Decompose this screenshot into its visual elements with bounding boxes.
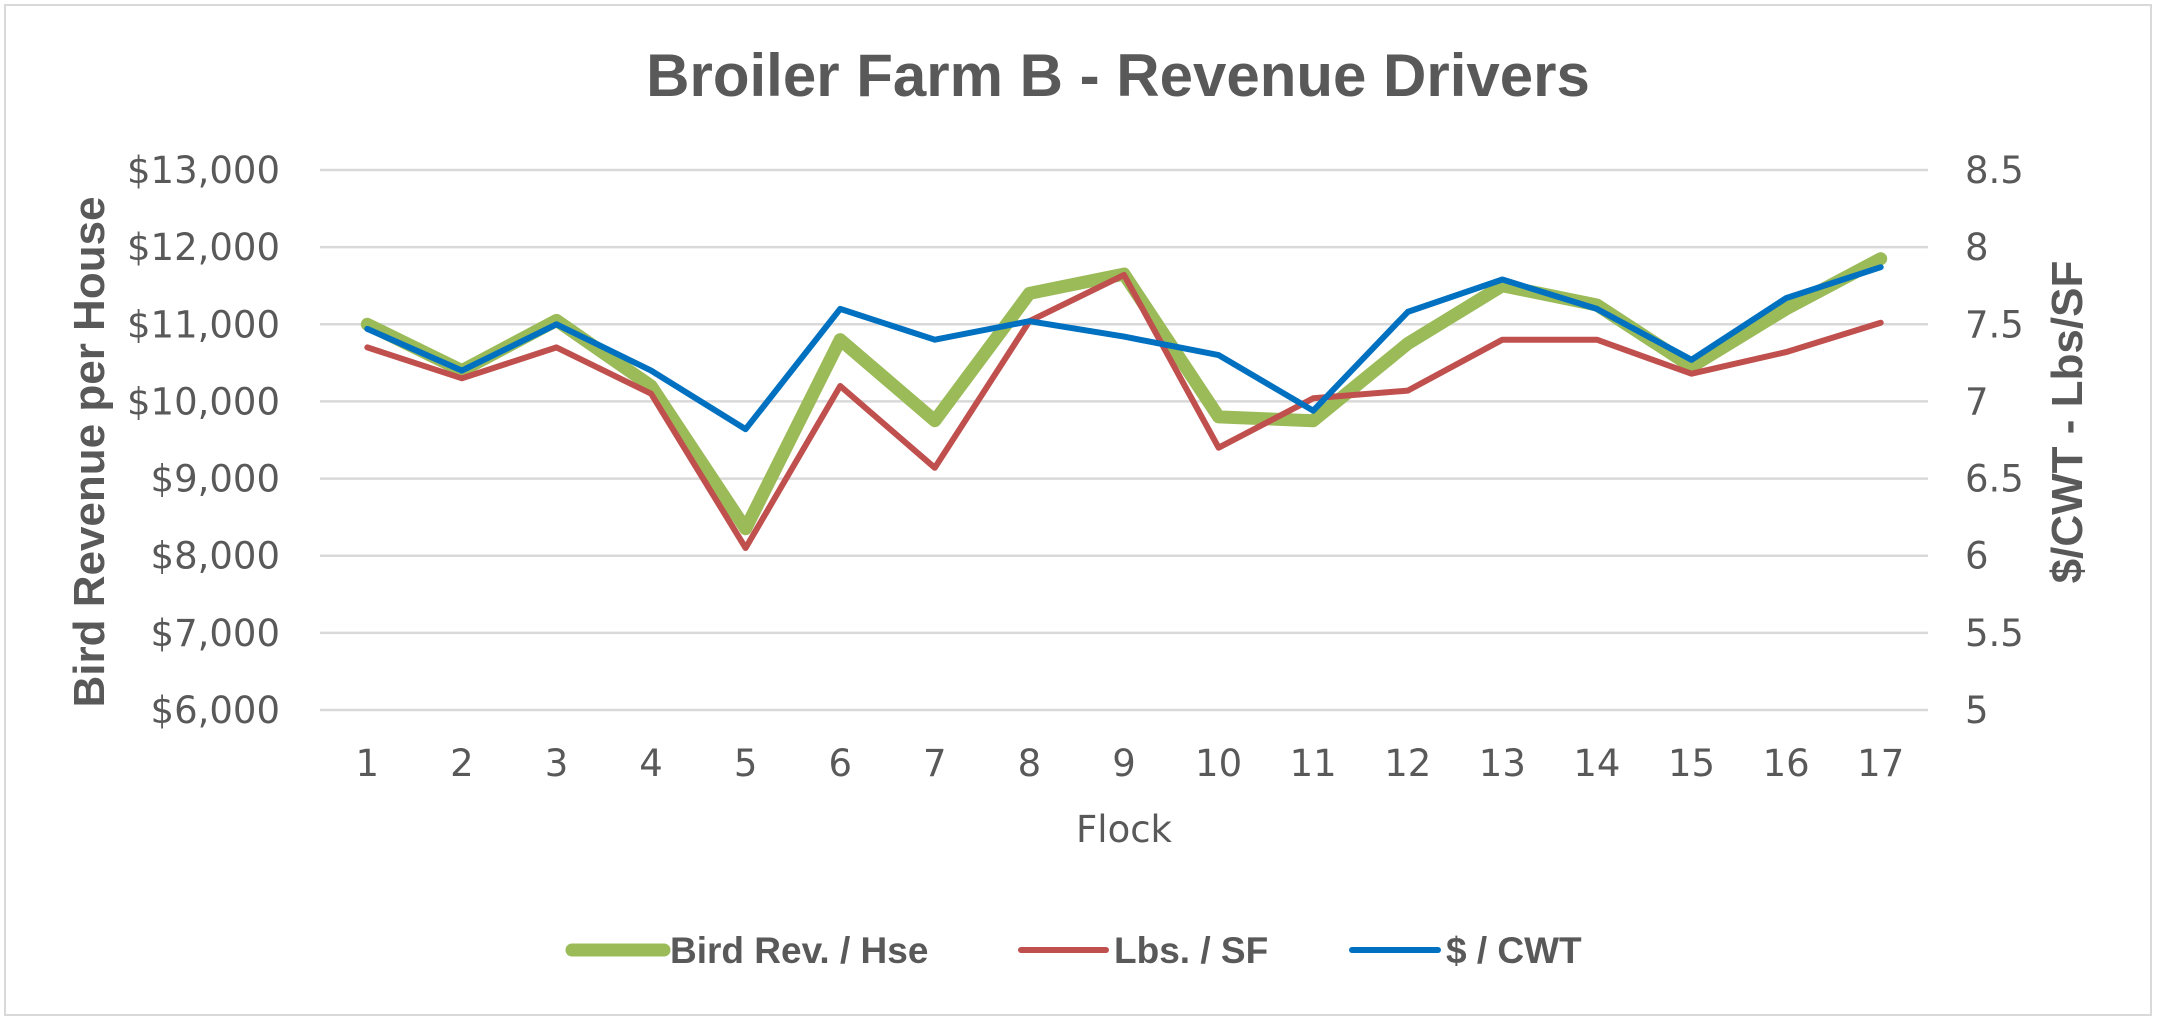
- x-tick-label: 5: [734, 742, 758, 785]
- chart-title: Broiler Farm B - Revenue Drivers: [646, 42, 1590, 109]
- x-tick-label: 12: [1384, 742, 1431, 785]
- gridlines: [320, 168, 1928, 712]
- x-tick-label: 13: [1479, 742, 1526, 785]
- chart-frame: [4, 4, 2152, 1016]
- series-line-1: [360, 252, 1888, 536]
- legend-label: Lbs. / SF: [1114, 930, 1268, 971]
- right-tick-label: 7: [1965, 380, 1989, 423]
- x-tick-label: 16: [1763, 742, 1810, 785]
- left-tick-label: $9,000: [151, 458, 280, 501]
- x-tick-label: 10: [1195, 742, 1242, 785]
- x-tick-label: 14: [1573, 742, 1620, 785]
- series-line-3: [364, 264, 1884, 433]
- series-lines: [360, 252, 1888, 551]
- legend-label: Bird Rev. / Hse: [670, 930, 928, 971]
- left-tick-label: $11,000: [127, 303, 280, 346]
- left-tick-label: $13,000: [127, 149, 280, 192]
- left-tick-label: $8,000: [151, 535, 280, 578]
- x-tick-label: 3: [545, 742, 569, 785]
- x-tick-label: 6: [828, 742, 852, 785]
- legend: Bird Rev. / Hse Lbs. / SF $ / CWT: [565, 930, 1582, 971]
- right-tick-label: 6: [1965, 535, 1989, 578]
- x-axis-ticks: 1 2 3 4 5 6 7 8 9 10 11 12 13 14 15 16 17: [356, 742, 1905, 785]
- x-tick-label: 4: [639, 742, 663, 785]
- right-tick-label: 6.5: [1965, 458, 2024, 501]
- left-tick-label: $12,000: [127, 226, 280, 269]
- right-axis-ticks: 5 5.5 6 6.5 7 7.5 8 8.5: [1965, 149, 2024, 732]
- x-tick-label: 9: [1112, 742, 1136, 785]
- x-axis-title: Flock: [1076, 808, 1173, 851]
- x-tick-label: 2: [450, 742, 474, 785]
- right-tick-label: 8.5: [1965, 149, 2024, 192]
- legend-label: $ / CWT: [1446, 930, 1582, 971]
- x-tick-label: 7: [923, 742, 947, 785]
- x-tick-label: 17: [1857, 742, 1904, 785]
- left-tick-label: $6,000: [151, 689, 280, 732]
- right-tick-label: 5.5: [1965, 612, 2024, 655]
- x-tick-label: 11: [1290, 742, 1337, 785]
- left-tick-label: $10,000: [127, 380, 280, 423]
- x-tick-label: 1: [356, 742, 380, 785]
- series-line-2: [364, 271, 1884, 551]
- left-axis-title: Bird Revenue per House: [65, 196, 114, 707]
- x-tick-label: 15: [1668, 742, 1715, 785]
- left-axis-ticks: $6,000 $7,000 $8,000 $9,000 $10,000 $11,000 $1…: [127, 149, 280, 732]
- left-tick-label: $7,000: [151, 612, 280, 655]
- right-tick-label: 8: [1965, 226, 1989, 269]
- right-tick-label: 5: [1965, 689, 1989, 732]
- right-tick-label: 7.5: [1965, 303, 2024, 346]
- right-axis-title: $/CWT - Lbs/SF: [2043, 261, 2092, 584]
- x-tick-label: 8: [1018, 742, 1042, 785]
